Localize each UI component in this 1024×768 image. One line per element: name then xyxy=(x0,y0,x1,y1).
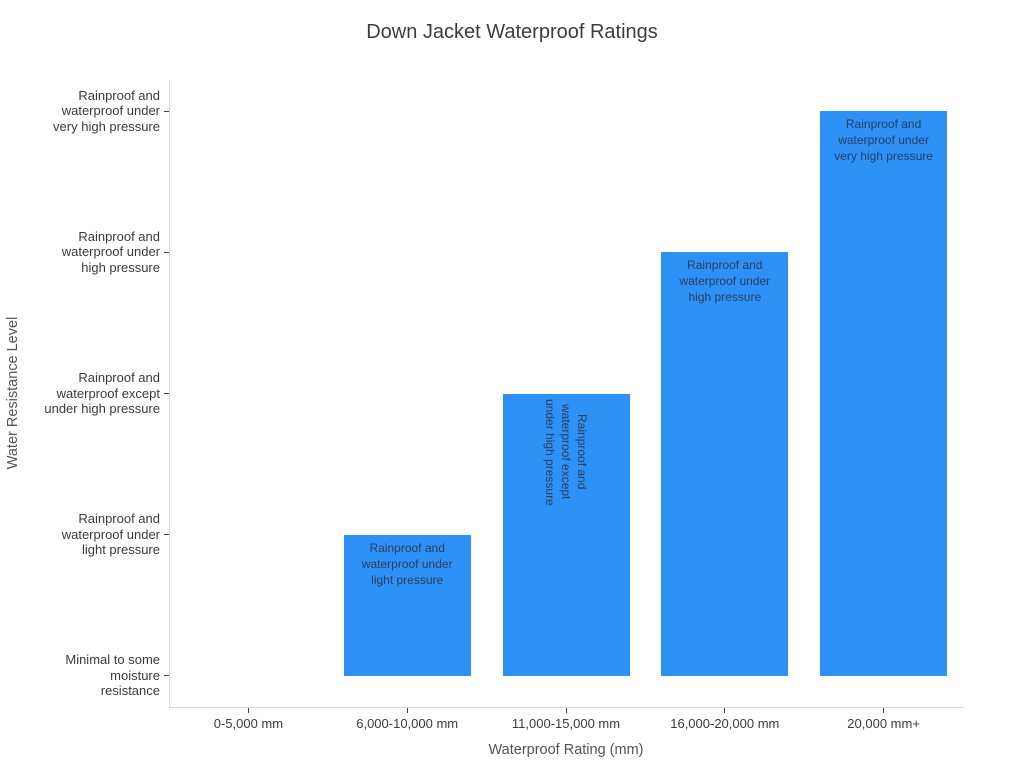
y-tick xyxy=(164,393,169,394)
x-tick-label: 20,000 mm+ xyxy=(847,716,920,731)
bar[interactable]: Rainproof and waterproof under very high… xyxy=(820,111,948,676)
y-tick-label: Rainproof and waterproof under high pres… xyxy=(61,228,160,275)
plot-area[interactable] xyxy=(169,80,964,708)
y-tick xyxy=(164,251,169,253)
x-tick xyxy=(724,708,726,713)
bar[interactable]: Rainproof and waterproof under light pre… xyxy=(343,534,471,676)
y-tick-label: Rainproof and waterproof under very high… xyxy=(53,87,160,134)
x-tick-label: 0-5,000 mm xyxy=(213,716,284,731)
x-tick-label: 11,000-15,000 mm xyxy=(511,716,621,731)
x-tick xyxy=(406,708,408,713)
y-tick-label: Rainproof and waterproof except under hi… xyxy=(44,370,160,416)
x-tick xyxy=(565,708,567,713)
y-tick xyxy=(164,110,169,112)
y-tick-label: Minimal to some moisture resistance xyxy=(65,652,160,699)
y-tick-label: Rainproof and waterproof under light pre… xyxy=(61,511,160,558)
bar-label: Rainproof and waterproof except under hi… xyxy=(543,398,589,506)
y-tick xyxy=(164,534,169,536)
x-tick-label: 6,000-10,000 mm xyxy=(356,716,459,731)
chart-title: Down Jacket Waterproof Ratings xyxy=(366,21,658,43)
x-tick xyxy=(247,708,249,713)
bar-label: Rainproof and waterproof under very high… xyxy=(834,117,933,164)
bar[interactable]: Rainproof and waterproof under high pres… xyxy=(661,252,789,676)
bar[interactable]: Rainproof and waterproof except under hi… xyxy=(502,393,630,676)
bar-label: Rainproof and waterproof under high pres… xyxy=(679,258,771,305)
y-tick xyxy=(164,675,169,677)
x-tick xyxy=(883,708,885,713)
bar-label: Rainproof and waterproof under light pre… xyxy=(361,540,453,587)
x-axis-title: Waterproof Rating (mm) xyxy=(488,742,644,758)
y-axis-title: Water Resistance Level xyxy=(5,316,21,470)
x-tick-label: 16,000-20,000 mm xyxy=(670,716,780,731)
